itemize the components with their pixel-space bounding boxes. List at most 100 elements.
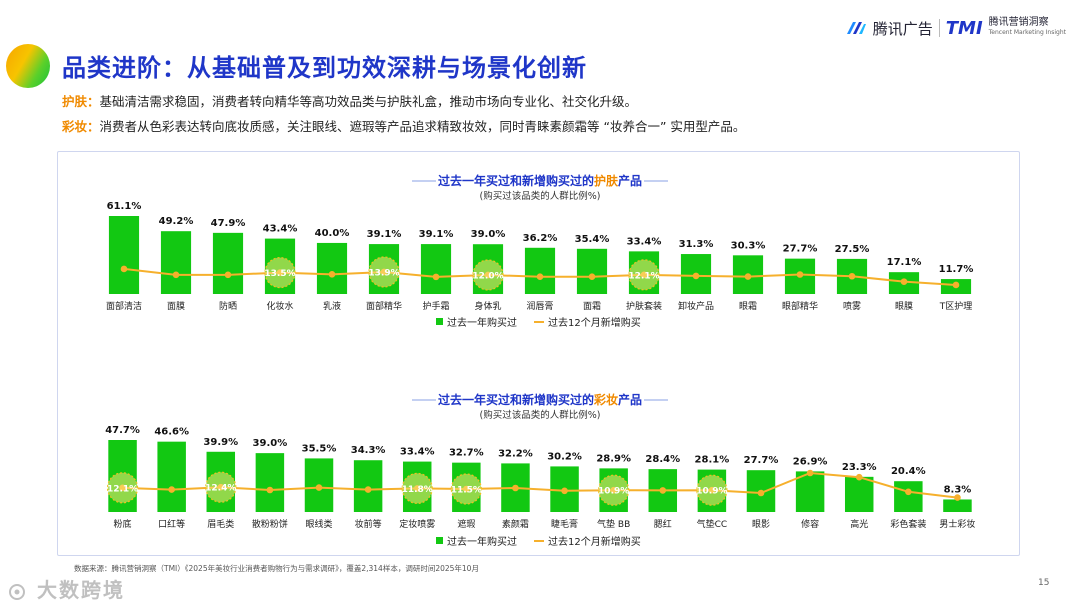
chart1-category-label: 护肤套装 xyxy=(626,300,662,312)
data-source-note: 数据来源：腾讯营销洞察（TMI）《2025年美妆行业消费者购物行为与需求调研》，… xyxy=(74,564,479,573)
chart1-legend-line-label: 过去12个月新增购买 xyxy=(548,316,641,329)
chart1-bar-label: 36.2% xyxy=(523,233,558,244)
makeup-bullet-text: 消费者从色彩表达转向底妆质感，关注眼线、遮瑕等产品追求精致妆效，同时青睐素颜霜等… xyxy=(99,119,746,134)
chart2-highlight-label: 12.4% xyxy=(205,484,236,494)
brand-divider xyxy=(938,19,940,37)
chart2-highlight-ring xyxy=(598,474,630,506)
page-number: 15 xyxy=(1038,578,1050,588)
chart2-category-label: 口红等 xyxy=(158,518,185,530)
chart2-category-label: 眼线类 xyxy=(305,518,332,530)
chart2-highlight-ring xyxy=(696,474,728,506)
chart1-category-label: 身体乳 xyxy=(474,300,501,312)
chart1-subtitle: (购买过该品类的人群比例%) xyxy=(480,190,601,202)
chart1-legend-bar-swatch xyxy=(436,318,443,325)
brand-logos: 腾讯广告 TMI 腾讯营销洞察 Tencent Marketing Insigh… xyxy=(845,16,1066,40)
chart2-title-pre: 过去一年买过和新增购买过的 xyxy=(438,392,594,407)
brand-tmi-cn: 腾讯营销洞察 xyxy=(988,17,1049,28)
chart1-bar xyxy=(524,247,556,294)
chart1-category-label: 眼膜 xyxy=(895,301,913,312)
chart1-new-buy-point xyxy=(536,273,544,281)
skincare-bullet: 护肤：基础清洁需求稳固，消费者转向精华等高功效品类与护肤礼盒，推动市场向专业化、… xyxy=(62,91,637,110)
chart2-highlight-label: 10.9% xyxy=(598,487,629,497)
chart2-title: 过去一年买过和新增购买过的彩妆产品 xyxy=(438,392,642,407)
chart1-highlight-ring xyxy=(472,259,504,291)
chart2-bar-label: 32.7% xyxy=(449,448,484,459)
chart2-bar-label: 46.6% xyxy=(154,427,189,438)
chart1-highlight-label: 13.5% xyxy=(264,269,295,279)
chart2-bar xyxy=(894,481,923,512)
chart1-category-label: 面膜 xyxy=(167,301,185,312)
chart2-highlight-ring xyxy=(205,471,237,503)
chart1-bar xyxy=(316,242,348,294)
chart1-category-label: 面霜 xyxy=(583,301,601,312)
chart2-bar-label: 28.4% xyxy=(645,454,680,465)
chart1-bar-label: 61.1% xyxy=(107,201,142,212)
chart2-bar-label: 20.4% xyxy=(891,466,926,477)
chart1-bar-label: 27.7% xyxy=(783,244,818,255)
chart1-new-buy-point xyxy=(952,281,960,289)
chart2-category-label: 妆前等 xyxy=(355,518,382,530)
chart1-bar xyxy=(420,244,452,294)
chart1-bar-label: 43.4% xyxy=(263,224,298,235)
chart2-category-label: 定妆喷雾 xyxy=(399,518,435,530)
chart1-bar-label: 30.3% xyxy=(731,240,766,251)
chart1-bar-label: 27.5% xyxy=(835,244,870,255)
chart2-category-label: 气垫CC xyxy=(697,518,728,530)
chart1-legend-bar-label: 过去一年购买过 xyxy=(447,316,517,329)
chart2-category-label: 遮瑕 xyxy=(457,518,475,530)
chart1-category-label: 化妆水 xyxy=(266,300,293,312)
chart2-category-label: 眉毛类 xyxy=(207,518,234,530)
chart1-highlight-ring xyxy=(368,256,400,288)
chart1-new-buy-point xyxy=(744,273,752,280)
chart2-new-buy-point xyxy=(364,486,372,493)
chart2-bar-label: 23.3% xyxy=(842,462,877,473)
skincare-bullet-text: 基础清洁需求稳固，消费者转向精华等高功效品类与护肤礼盒，推动市场向专业化、社交化… xyxy=(99,94,638,109)
chart2-bar xyxy=(844,476,874,512)
watermark-text: 大数跨境 xyxy=(36,578,125,602)
chart2-category-label: 睫毛膏 xyxy=(551,518,578,530)
chart1-highlight-label: 12.1% xyxy=(628,271,659,281)
chart1-category-label: 防晒 xyxy=(219,300,237,312)
chart2-category-label: 男士彩妆 xyxy=(939,518,975,530)
chart1-bar-label: 39.1% xyxy=(419,229,454,240)
chart1-bar-label: 39.1% xyxy=(367,229,402,240)
chart1-new-buy-point xyxy=(432,273,440,281)
chart2-new-buy-point xyxy=(168,486,175,493)
chart2-bar xyxy=(943,499,972,512)
chart2-bar-label: 47.7% xyxy=(105,425,140,436)
chart1-highlight-ring xyxy=(264,257,296,289)
chart1-highlight-ring xyxy=(628,259,660,291)
chart1-title: 过去一年买过和新增购买过的护肤产品 xyxy=(438,173,642,188)
chart2-bar-label: 39.0% xyxy=(253,438,288,449)
chart2-legend-line-label: 过去12个月新增购买 xyxy=(548,535,641,548)
chart2-bar-label: 39.9% xyxy=(203,437,238,448)
brand-tencent-ads: 腾讯广告 xyxy=(872,19,933,38)
chart2-category-label: 修容 xyxy=(801,518,819,530)
chart2-new-buy-point xyxy=(855,473,863,481)
chart2-new-buy-point xyxy=(512,484,519,492)
chart2-new-buy-point xyxy=(806,469,814,477)
chart2-bar-label: 28.1% xyxy=(695,455,730,466)
chart1-bar-label: 49.2% xyxy=(159,216,194,227)
chart1-title-highlight: 护肤 xyxy=(594,173,619,188)
brand-tmi-en: Tencent Marketing Insight xyxy=(988,29,1066,36)
chart1-category-label: 面部精华 xyxy=(366,300,402,312)
chart2-category-label: 眼影 xyxy=(752,519,770,530)
chart2-new-buy-point xyxy=(315,484,323,491)
chart1-title-post: 产品 xyxy=(618,173,642,188)
chart1-bar xyxy=(108,216,140,294)
chart2-new-buy-point xyxy=(905,488,912,496)
chart1-new-buy-point xyxy=(900,278,908,285)
chart1-bar xyxy=(212,232,244,294)
chart1-bar-label: 31.3% xyxy=(679,239,714,250)
chart2-new-buy-point xyxy=(757,489,765,497)
chart2-bar xyxy=(353,460,383,512)
chart1-category-label: 喷雾 xyxy=(843,301,861,312)
chart1-new-buy-point xyxy=(848,272,856,280)
chart1-new-buy-point xyxy=(328,271,336,278)
tencent-ads-icon xyxy=(846,22,866,34)
chart1-category-label: 卸妆产品 xyxy=(678,300,714,312)
page-title: 品类进阶：从基础普及到功效深耕与场景化创新 xyxy=(62,54,587,82)
chart2-title-post: 产品 xyxy=(618,392,642,407)
chart1-category-label: 润唇膏 xyxy=(526,300,553,312)
